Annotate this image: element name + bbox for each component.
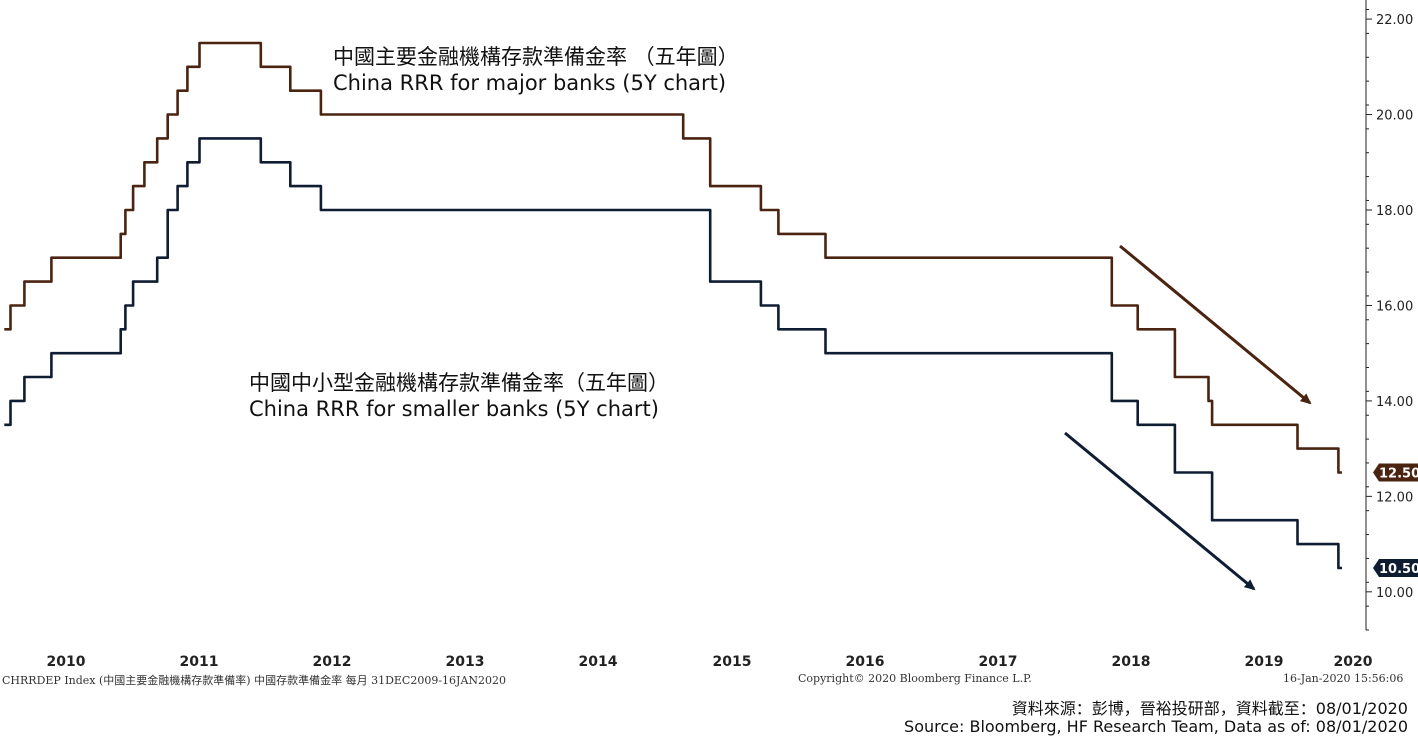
y-tick-label: 12.00 <box>1376 490 1413 505</box>
series-line-major-banks <box>4 41 1342 474</box>
down-trend-arrow-smaller <box>1064 431 1256 591</box>
y-tick-label: 18.00 <box>1376 204 1413 219</box>
last-value-label: 12.50 <box>1379 467 1418 482</box>
source-cn: 資料來源：彭博，晉裕投研部，資料截至：08/01/2020 <box>1011 699 1408 718</box>
x-tick-label: 2015 <box>713 654 752 670</box>
x-tick-label: 2011 <box>180 654 219 670</box>
series-line-smaller-banks <box>4 137 1342 570</box>
last-value-badges: 12.50 10.50 <box>1373 463 1418 577</box>
y-tick-label: 16.00 <box>1376 299 1413 314</box>
x-tick-label: 2017 <box>979 654 1018 670</box>
y-axis: 10.00 12.00 14.00 16.00 18.00 20.00 22.00 <box>1366 9 1413 631</box>
x-tick-label: 2020 <box>1334 654 1373 670</box>
y-tick-label: 10.00 <box>1376 586 1413 601</box>
y-tick-label: 14.00 <box>1376 395 1413 410</box>
x-tick-label: 2012 <box>313 654 352 670</box>
x-tick-label: 2019 <box>1245 654 1284 670</box>
annotation-major-en: China RRR for major banks (5Y chart) <box>333 71 727 95</box>
annotation-smaller-banks: 中國中小型金融機構存款準備金率（五年圖） China RRR for small… <box>249 370 669 422</box>
series-layer <box>4 41 1342 570</box>
x-tick-label: 2018 <box>1112 654 1151 670</box>
y-tick-label: 20.00 <box>1376 109 1413 124</box>
last-value-label: 10.50 <box>1379 562 1418 577</box>
timestamp-text: 16-Jan-2020 15:56:06 <box>1283 672 1404 685</box>
x-tick-label: 2013 <box>446 654 485 670</box>
source-en: Source: Bloomberg, HF Research Team, Dat… <box>904 717 1408 736</box>
copyright-text: Copyright© 2020 Bloomberg Finance L.P. <box>798 672 1032 685</box>
annotation-smaller-en: China RRR for smaller banks (5Y chart) <box>249 397 659 421</box>
annotation-major-banks: 中國主要金融機構存款準備金率 （五年圖） China RRR for major… <box>333 44 739 96</box>
last-value-badge <box>1373 558 1418 577</box>
trend-arrows <box>1064 244 1312 591</box>
y-tick-label: 22.00 <box>1376 13 1413 28</box>
last-value-badge <box>1373 463 1418 482</box>
x-tick-label: 2014 <box>579 654 618 670</box>
index-description: CHRRDEP Index (中國主要金融機構存款準備率) 中國存款準備金率 每… <box>2 674 507 687</box>
x-tick-label: 2016 <box>846 654 885 670</box>
down-trend-arrow-major <box>1119 244 1312 405</box>
annotation-smaller-cn: 中國中小型金融機構存款準備金率（五年圖） <box>249 371 669 395</box>
x-tick-label: 2010 <box>47 654 86 670</box>
annotation-major-cn: 中國主要金融機構存款準備金率 （五年圖） <box>333 45 739 69</box>
x-axis: 2010 2011 2012 2013 2014 2015 2016 2017 2018 2019… <box>47 654 1373 670</box>
